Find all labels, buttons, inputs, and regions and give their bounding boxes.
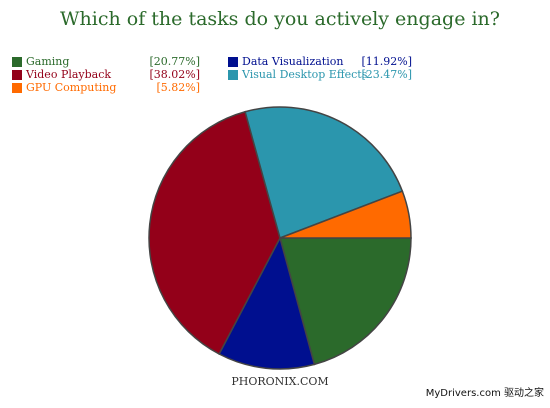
pie-slice [279, 237, 412, 366]
legend-value: [23.47%] [361, 68, 412, 81]
legend-swatch [12, 83, 22, 93]
legend-label: Visual Desktop Effects [241, 68, 368, 81]
pie-slice [148, 110, 281, 356]
legend-value: [38.02%] [149, 68, 200, 81]
pie-slice [244, 106, 404, 239]
legend-value: [20.77%] [149, 55, 200, 68]
pie-slice [279, 190, 412, 239]
pie-slice [218, 235, 316, 370]
legend-value: [5.82%] [156, 81, 200, 94]
legend-swatch [228, 57, 238, 67]
chart-title: Which of the tasks do you actively engag… [60, 8, 500, 30]
source-label: PHORONIX.COM [231, 375, 328, 388]
watermark: MyDrivers.com 驱动之家 [426, 386, 544, 399]
legend-value: [11.92%] [361, 55, 412, 68]
legend-label: GPU Computing [26, 81, 116, 94]
legend-swatch [228, 70, 238, 80]
legend-label: Video Playback [25, 68, 111, 81]
legend-label: Gaming [26, 55, 69, 68]
legend-swatch [12, 70, 22, 80]
legend-label: Data Visualization [242, 55, 343, 68]
legend-swatch [12, 57, 22, 67]
